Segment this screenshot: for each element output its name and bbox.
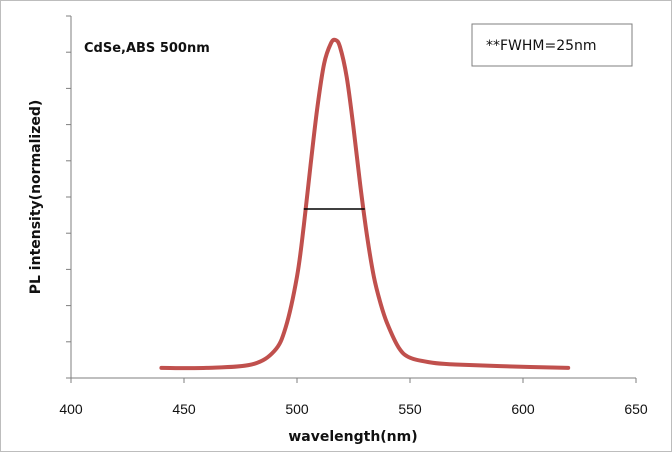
x-axis-title: wavelength(nm) [288,429,417,445]
legend-box [471,23,633,67]
annotation-sample: CdSe,ABS 500nm [84,41,210,56]
y-axis-title: PL intensity(normalized) [28,100,44,295]
legend-fwhm-text: **FWHM=25nm [486,38,597,54]
x-tick-label: 500 [285,401,309,417]
x-tick-label: 400 [59,401,83,417]
x-tick-label: 650 [624,401,648,417]
series-line-pl [159,37,571,371]
x-tick-label: 550 [398,401,422,417]
x-tick-label: 450 [172,401,196,417]
x-axis-ticks: 400 450 500 550 600 650 [59,378,648,417]
x-tick-label: 600 [511,401,535,417]
y-axis-ticks [66,15,71,379]
